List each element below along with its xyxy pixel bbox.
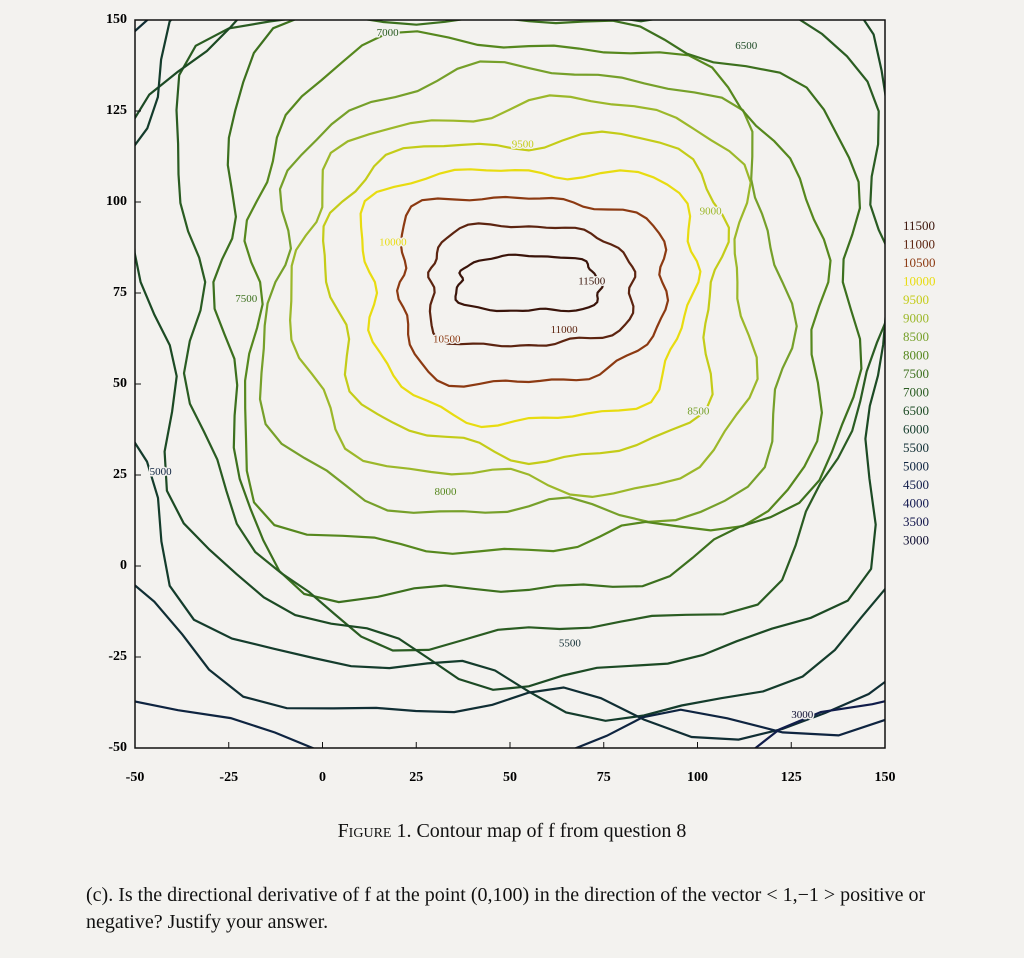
contour-label: 5500 — [559, 638, 582, 650]
legend-label: 5000 — [903, 458, 929, 473]
contour-line — [135, 700, 885, 748]
legend-label: 8500 — [903, 329, 929, 344]
contour-label: 5000 — [150, 466, 173, 478]
contour-label: 11000 — [551, 324, 579, 336]
contour-line — [288, 94, 759, 499]
legend-label: 4000 — [903, 495, 929, 510]
legend-label: 4500 — [903, 477, 929, 492]
contour-line — [454, 253, 605, 313]
contour-label: 8500 — [687, 405, 710, 417]
legend-label: 9000 — [903, 310, 929, 325]
y-tick-label: 50 — [113, 376, 127, 391]
caption: Figure 1. Contour map of f from question… — [0, 820, 1024, 843]
plot-frame — [134, 19, 886, 749]
y-tick-label: 100 — [106, 194, 127, 209]
x-tick-label: 25 — [409, 770, 423, 785]
x-tick-label: -25 — [219, 770, 238, 785]
caption-text: Contour map of f from question 8 — [416, 820, 687, 842]
legend-label: 3000 — [903, 532, 929, 547]
legend-label: 11000 — [903, 236, 935, 251]
contour-label: 3000 — [791, 709, 814, 721]
y-tick-label: 25 — [113, 467, 127, 482]
contour-label: 9500 — [512, 138, 535, 150]
contour-lines: 11500 11000 10500 10000 9500 9000 8500 8000 7500… — [135, 20, 885, 748]
contour-label: 6500 — [735, 40, 758, 52]
x-tick-label: -50 — [126, 770, 145, 785]
legend-label: 10500 — [903, 255, 936, 270]
contour-line — [427, 222, 637, 348]
contour-line — [212, 20, 863, 604]
contour-chart: 1150011000105001000095009000850080007500… — [106, 12, 936, 785]
contour-line — [753, 700, 885, 748]
contour-label: 9000 — [700, 206, 723, 218]
contour-line — [135, 20, 885, 691]
y-tick-label: 125 — [106, 103, 127, 118]
question: (c). Is the directional derivative of f … — [86, 884, 926, 933]
legend-label: 10000 — [903, 273, 936, 288]
caption-label: Figure 1. — [337, 820, 412, 842]
legend-label: 7500 — [903, 366, 929, 381]
x-tick-label: 125 — [781, 770, 802, 785]
x-tick-label: 75 — [597, 770, 611, 785]
legend-label: 11500 — [903, 218, 935, 233]
contour-label: 7500 — [235, 293, 258, 305]
legend-label: 8000 — [903, 347, 929, 362]
legend-label: 7000 — [903, 384, 929, 399]
contour-label: 11500 — [578, 276, 606, 288]
legend-label: 9500 — [903, 292, 929, 307]
contour-label: 10500 — [433, 334, 461, 346]
contour-line — [395, 195, 670, 388]
contour-label: 10000 — [379, 237, 407, 249]
legend-label: 3500 — [903, 514, 929, 529]
contour-line — [359, 168, 702, 429]
x-tick-label: 0 — [319, 770, 326, 785]
legend-label: 5500 — [903, 440, 929, 455]
legend-label: 6500 — [903, 403, 929, 418]
x-tick-label: 50 — [503, 770, 517, 785]
y-tick-label: -50 — [108, 740, 127, 755]
legend-label: 6000 — [903, 421, 929, 436]
y-tick-label: -25 — [108, 649, 127, 664]
contour-line — [258, 60, 798, 523]
contour-label: 8000 — [435, 486, 458, 498]
contour-line — [135, 20, 885, 722]
x-tick-label: 150 — [875, 770, 896, 785]
y-tick-label: 75 — [113, 285, 127, 300]
x-tick-label: 100 — [687, 770, 708, 785]
contour-line — [321, 130, 731, 466]
contour-label: 7000 — [377, 27, 400, 39]
contour-line — [175, 20, 885, 652]
y-tick-label: 0 — [120, 558, 127, 573]
y-tick-label: 150 — [106, 12, 127, 27]
